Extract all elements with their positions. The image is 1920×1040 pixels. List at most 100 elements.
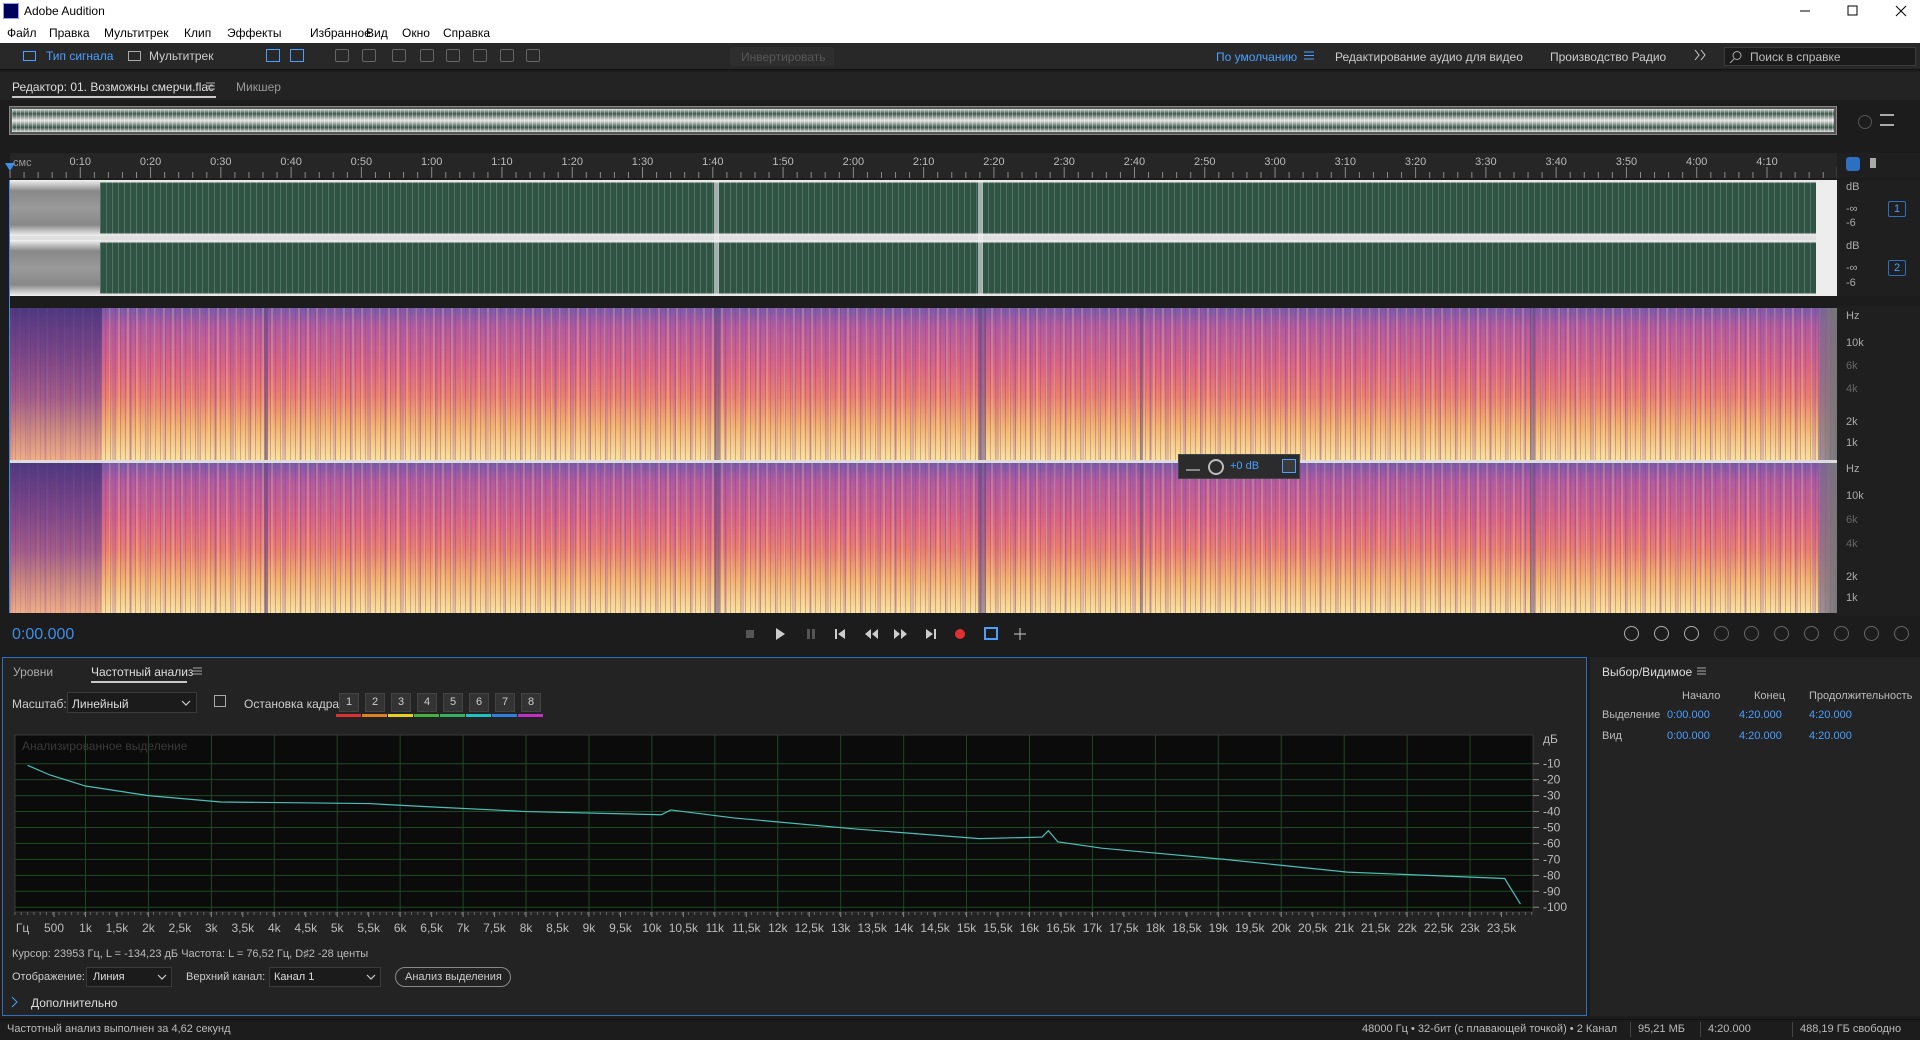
status-item: 488,19 ГБ свободно [1800, 1023, 1902, 1035]
waveform-view-button[interactable]: Тип сигнала [46, 49, 114, 63]
freeze-button[interactable] [443, 693, 463, 712]
menu-item[interactable]: Окно [402, 26, 430, 40]
ruler-marker-icon[interactable] [1870, 158, 1876, 168]
advanced-toggle[interactable]: Дополнительно [31, 996, 118, 1010]
channel-toggle[interactable] [1888, 201, 1906, 217]
transport-button[interactable] [926, 629, 936, 639]
status-separator [1630, 1022, 1631, 1037]
workspace-tab[interactable]: Редактирование аудио для видео [1335, 50, 1523, 64]
tool-icon[interactable] [500, 49, 514, 62]
menu-item[interactable]: Клип [184, 26, 212, 40]
spectrogram-gap [978, 308, 986, 460]
zoom-button[interactable] [1744, 626, 1759, 641]
search-box[interactable] [1724, 47, 1916, 66]
x-tick-label: 14,5k [920, 921, 950, 935]
channel-dropdown[interactable] [269, 967, 381, 987]
time-value[interactable]: 0:00.000 [1667, 709, 1710, 721]
menu-item[interactable]: Справка [443, 26, 491, 40]
editor-tab[interactable]: Редактор: 01. Возможны смерчи.flac [12, 80, 215, 94]
tool-icon[interactable] [473, 49, 487, 62]
x-tick-label: 7k [457, 921, 471, 935]
analyze-button[interactable] [395, 967, 511, 987]
spectral-scale-label: 6k [1846, 360, 1858, 372]
zoom-button[interactable] [1714, 626, 1729, 641]
freeze-button[interactable] [469, 693, 489, 712]
zoom-button[interactable] [1654, 626, 1669, 641]
ruler-label: 4:00 [1686, 156, 1708, 168]
menu-item[interactable]: Файл [7, 26, 37, 40]
workspace-tab[interactable]: По умолчанию [1216, 50, 1298, 64]
zoom-button[interactable] [1864, 626, 1879, 641]
ruler-label: 2:40 [1123, 156, 1146, 168]
waveform-intro-1 [10, 180, 100, 236]
time-value[interactable]: 4:20.000 [1739, 730, 1782, 742]
menu-item[interactable]: Правка [49, 26, 90, 40]
transport-button[interactable] [776, 628, 785, 640]
spectrogram-gap [714, 463, 720, 613]
hud-pin[interactable] [1282, 459, 1296, 473]
prev-icon [835, 629, 845, 639]
ruler-snap-icon[interactable] [1846, 157, 1860, 171]
menu-item[interactable]: Избранное [310, 26, 371, 40]
scale-value: Линейный [72, 697, 129, 711]
time-value[interactable]: 4:20.000 [1739, 709, 1782, 721]
invert-button[interactable] [730, 47, 834, 66]
zoom-button[interactable] [1804, 626, 1819, 641]
transport-button[interactable] [835, 629, 845, 639]
freeze-button[interactable] [365, 693, 385, 712]
transport-button[interactable] [984, 627, 998, 640]
expand-icon[interactable] [11, 996, 18, 1008]
hud-knob[interactable] [1208, 459, 1224, 475]
hud[interactable] [1178, 454, 1300, 479]
menu-item[interactable]: Вид [366, 26, 388, 40]
rewind-icon [865, 629, 878, 639]
tool-icon[interactable] [446, 49, 460, 62]
transport-button[interactable] [955, 629, 965, 639]
tool-icon[interactable] [526, 49, 540, 62]
playhead[interactable] [4, 163, 18, 181]
tool-icon[interactable] [290, 49, 304, 62]
channel-toggle[interactable] [1888, 260, 1906, 276]
transport-button[interactable] [865, 629, 878, 639]
zoom-button[interactable] [1774, 626, 1789, 641]
scale-dropdown[interactable] [67, 692, 197, 713]
transport-button[interactable] [1014, 628, 1026, 640]
workspace-tab[interactable]: Производство Радио [1550, 50, 1667, 64]
multitrack-view-button[interactable]: Мультитрек [149, 49, 214, 63]
freeze-button[interactable] [339, 693, 359, 712]
levels-tab[interactable]: Уровни [13, 665, 54, 679]
time-value[interactable]: 4:20.000 [1809, 709, 1852, 721]
freeze-button[interactable] [521, 693, 541, 712]
copy-icon[interactable] [214, 695, 226, 707]
tool-icon[interactable] [335, 49, 349, 62]
zoom-button[interactable] [1894, 626, 1909, 641]
tool-icon[interactable] [266, 49, 280, 62]
status-item: 48000 Гц • 32-бит (с плавающей точкой) •… [1362, 1023, 1618, 1035]
mixer-tab[interactable]: Микшер [236, 80, 281, 94]
transport-button[interactable] [746, 630, 754, 638]
transport-button[interactable] [894, 629, 907, 639]
tool-icon[interactable] [362, 49, 376, 62]
freeze-button[interactable] [495, 693, 515, 712]
menu-item[interactable]: Эффекты [227, 26, 282, 40]
editor-tab-strip [0, 72, 1920, 100]
x-tick-label: 2,5k [169, 921, 193, 935]
freeze-button[interactable] [417, 693, 437, 712]
tool-icon[interactable] [420, 49, 434, 62]
time-value[interactable]: 4:20.000 [1809, 730, 1852, 742]
zoom-button[interactable] [1684, 626, 1699, 641]
display-dropdown[interactable] [86, 967, 172, 987]
waveform-dip [714, 180, 719, 296]
tool-icon[interactable] [392, 49, 406, 62]
playhead-handle [5, 163, 15, 171]
workspace-overflow[interactable] [1694, 49, 1707, 61]
zoom-button[interactable] [1834, 626, 1849, 641]
frequency-tab[interactable]: Частотный анализ [91, 665, 194, 679]
freeze-button[interactable] [391, 693, 411, 712]
zoom-button[interactable] [1624, 626, 1639, 641]
menu-item[interactable]: Мультитрек [104, 26, 169, 40]
ruler-label: 2:00 [842, 156, 865, 168]
transport-button[interactable] [807, 629, 815, 639]
time-value[interactable]: 0:00.000 [1667, 730, 1710, 742]
